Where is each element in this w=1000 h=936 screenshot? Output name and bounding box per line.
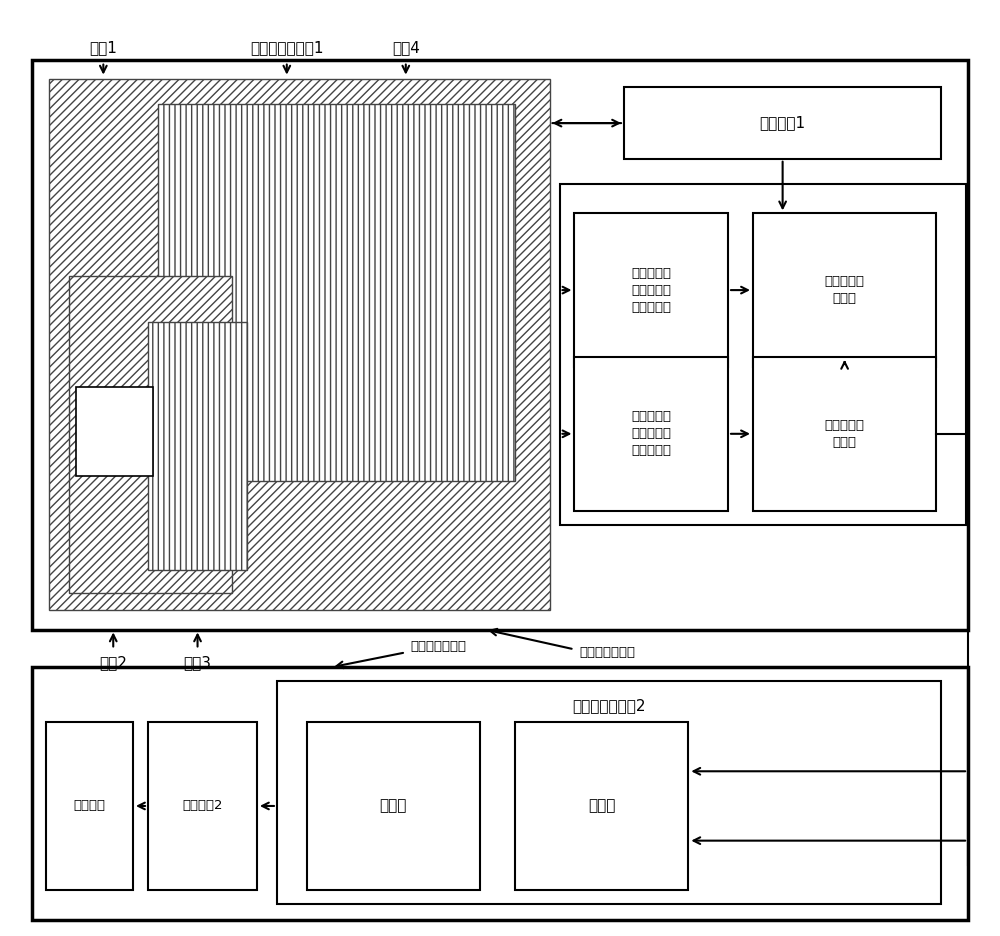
Bar bbox=[158, 104, 515, 481]
Bar bbox=[148, 322, 247, 570]
Bar bbox=[307, 722, 480, 890]
Text: 屏幕共享发送端: 屏幕共享发送端 bbox=[579, 646, 635, 659]
Text: 视频层: 视频层 bbox=[588, 798, 615, 813]
Bar bbox=[574, 357, 728, 511]
Text: 图层渲染管理器2: 图层渲染管理器2 bbox=[572, 698, 646, 713]
Text: 帧缓冲区1: 帧缓冲区1 bbox=[760, 116, 806, 131]
Text: 图层渲染管理器1: 图层渲染管理器1 bbox=[250, 40, 324, 55]
Text: 图形层: 图形层 bbox=[380, 798, 407, 813]
Bar bbox=[32, 60, 968, 630]
Bar bbox=[753, 213, 936, 367]
Text: 图层4: 图层4 bbox=[392, 40, 420, 55]
Bar bbox=[69, 276, 232, 592]
Bar bbox=[574, 213, 728, 367]
Text: 图层1: 图层1 bbox=[89, 40, 117, 55]
Bar bbox=[277, 681, 941, 904]
Bar bbox=[753, 357, 936, 511]
Bar bbox=[32, 667, 968, 920]
Bar bbox=[148, 722, 257, 890]
Text: 图层2: 图层2 bbox=[99, 655, 127, 670]
Text: 视频类区域
显示参数坐
标计算模块: 视频类区域 显示参数坐 标计算模块 bbox=[631, 267, 671, 314]
Bar bbox=[46, 722, 133, 890]
Bar bbox=[76, 387, 153, 475]
Bar bbox=[515, 722, 688, 890]
Text: 图层3: 图层3 bbox=[184, 655, 212, 670]
Bar bbox=[49, 80, 550, 609]
Text: 帧缓冲区2: 帧缓冲区2 bbox=[182, 799, 223, 812]
Text: 图形压缩编
码模块: 图形压缩编 码模块 bbox=[825, 418, 865, 448]
Text: 屏幕共享接收端: 屏幕共享接收端 bbox=[411, 640, 467, 653]
Text: 图形类区域
显示参数坐
标计算模块: 图形类区域 显示参数坐 标计算模块 bbox=[631, 410, 671, 458]
Text: 视频压缩编
码模块: 视频压缩编 码模块 bbox=[825, 275, 865, 305]
Text: 显示界面: 显示界面 bbox=[73, 799, 105, 812]
Bar bbox=[624, 87, 941, 159]
Bar bbox=[560, 183, 966, 525]
